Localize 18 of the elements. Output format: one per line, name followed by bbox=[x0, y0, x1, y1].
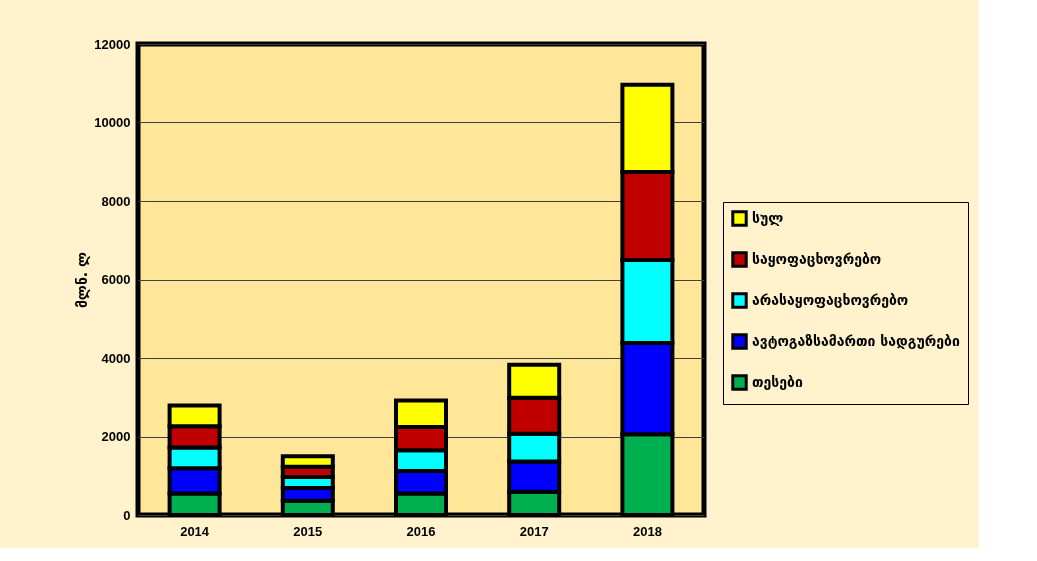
x-tick-label: 2016 bbox=[406, 523, 436, 539]
legend-label: ავტოგაზსამართი სადგურები bbox=[752, 332, 960, 349]
legend-label: საყოფაცხოვრებო bbox=[752, 250, 882, 267]
legend-label: სულ bbox=[752, 209, 784, 226]
legend-label: არასაყოფაცხოვრებო bbox=[752, 291, 909, 308]
y-axis-title: მლნ. ლ bbox=[74, 251, 91, 309]
x-tick-label: 2017 bbox=[519, 523, 549, 539]
y-tick-label: 10000 bbox=[94, 115, 131, 130]
y-tick-label: 8000 bbox=[101, 193, 131, 209]
y-tick-label: 12000 bbox=[94, 36, 131, 52]
legend-label: თესები bbox=[752, 373, 803, 390]
y-tick-label: 6000 bbox=[101, 272, 131, 287]
y-tick-label: 2000 bbox=[101, 429, 131, 444]
y-tick-label: 4000 bbox=[101, 350, 131, 366]
y-tick-label: 0 bbox=[123, 507, 131, 523]
x-tick-label: 2018 bbox=[632, 523, 662, 539]
x-tick-label: 2015 bbox=[293, 523, 323, 539]
x-tick-label: 2014 bbox=[180, 523, 210, 539]
